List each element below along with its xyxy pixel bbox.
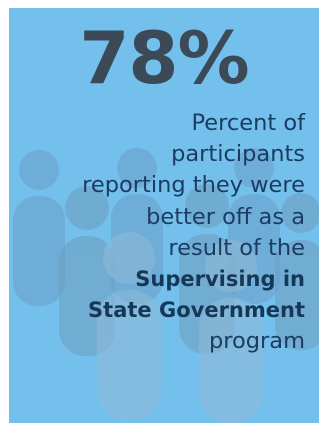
- program-name-line: State Government: [9, 295, 305, 326]
- stat-description: Percent of participants reporting they w…: [9, 108, 305, 358]
- description-line: result of the: [9, 233, 305, 264]
- infographic-card: 78% Percent of participants reporting th…: [9, 8, 319, 423]
- description-line: participants: [9, 139, 305, 170]
- stat-percentage: 78%: [9, 18, 319, 98]
- description-line: reporting they were: [9, 170, 305, 201]
- description-line: better off as a: [9, 202, 305, 233]
- description-line: program: [9, 326, 305, 357]
- program-name-line: Supervising in: [9, 264, 305, 295]
- description-line: Percent of: [9, 108, 305, 139]
